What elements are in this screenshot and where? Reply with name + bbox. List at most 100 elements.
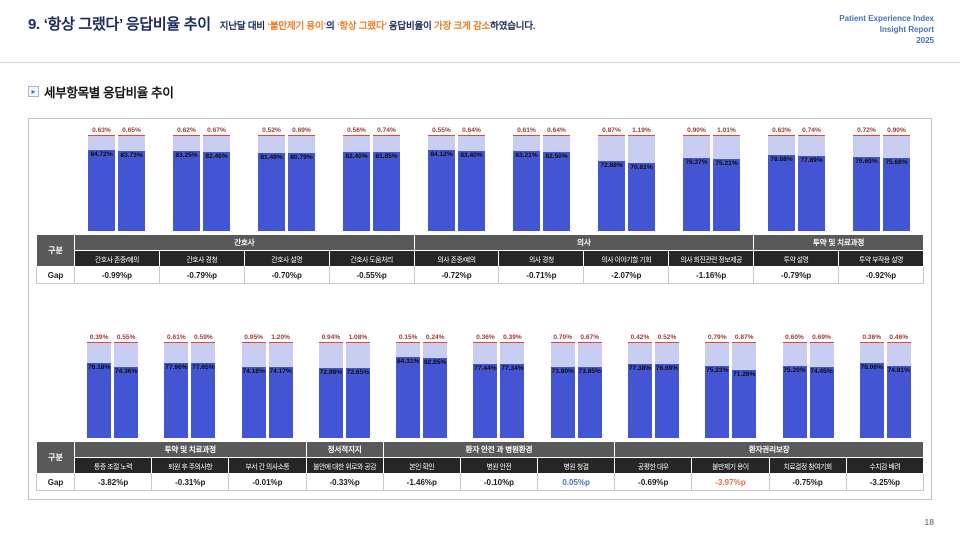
bar-value-label: 74.17%: [269, 367, 292, 375]
bar-value-label: 70.81%: [630, 164, 653, 172]
subtitle-segment: 가장 크게 감소: [434, 21, 491, 32]
bar-cap-segment: [654, 342, 679, 343]
stacked-bar: 0.52% 81.49%: [258, 127, 285, 231]
bar-cap-segment: [345, 342, 370, 344]
item-header-row: 통증 조절 노력 퇴원 후 주의사항 부서 간 의사소통 불안에 대한 위로와 공감 본…: [37, 457, 925, 474]
bar-value-label: 83.73%: [120, 151, 143, 159]
bar-main-segment: [345, 368, 370, 438]
gap-value: -0.55%p: [328, 266, 415, 284]
section-title: 세부항목별 응답비율 추이: [44, 86, 174, 100]
stacked-bar: 0.42% 77.38%: [627, 334, 652, 438]
stacked-bar: 0.36% 77.44%: [473, 334, 498, 438]
detail-charts-panel: 0.63% 84.72% 0.65% 83.73% 0.62% 83.25% 0.67% 82…: [28, 118, 932, 500]
bar-column: 72.88%: [598, 135, 625, 231]
bar-value-label: 82.50%: [545, 152, 568, 160]
bar-main-segment: [343, 151, 370, 231]
stacked-bar: 0.61% 77.96%: [164, 334, 189, 438]
table-item-header: 투약 부작용 설명: [838, 250, 924, 267]
bar-value-label: 83.21%: [515, 152, 538, 160]
section-header: ▸ 세부항목별 응답비율 추이: [28, 82, 174, 101]
bar-cap-label: 0.52%: [657, 334, 677, 341]
bar-value-label: 77.96%: [165, 364, 188, 372]
bar-cap-segment: [683, 135, 710, 136]
header: 9. ‘항상 그랬다’ 응답비율 추이 지난달 대비 ‘불만제기 용이’의 ‘항…: [28, 13, 934, 46]
bar-value-label: 77.89%: [800, 157, 823, 165]
bar-column: 76.69%: [654, 342, 679, 438]
bar-cap-label: 0.15%: [398, 334, 418, 341]
bar-column: 84.31%: [396, 342, 421, 438]
stacked-bar: 1.19% 70.81%: [628, 127, 655, 231]
bar-cap-label: 0.36%: [476, 334, 495, 341]
bar-column: 81.85%: [373, 135, 400, 231]
bar-cap-label: 0.72%: [857, 127, 876, 134]
table-group-header: 의사: [413, 234, 755, 251]
bar-column: 75.68%: [883, 135, 910, 231]
stacked-bar: 0.64% 82.50%: [543, 127, 570, 231]
chart-group: 0.63% 78.68% 0.74% 77.89%: [754, 127, 839, 231]
bar-cap-segment: [288, 135, 315, 136]
bar-cap-segment: [87, 342, 112, 343]
bar-cap-label: 0.64%: [547, 127, 566, 134]
bar-value-label: 73.85%: [578, 368, 601, 376]
stacked-bar: 0.74% 77.89%: [798, 127, 825, 231]
bar-value-label: 84.72%: [90, 150, 113, 158]
stacked-bar: 0.39% 77.34%: [500, 334, 525, 438]
bar-cap-segment: [809, 342, 834, 343]
bar-cap-label: 0.59%: [194, 334, 213, 341]
stacked-bar: 1.01% 75.21%: [713, 127, 740, 231]
table-group-header: 투약 및 치료과정: [753, 234, 924, 251]
gap-value: -0.72%p: [413, 266, 500, 284]
bar-main-segment: [396, 357, 421, 438]
chart-group: 0.15% 84.31% 0.24% 82.85%: [383, 334, 460, 438]
stacked-bar: 0.64% 83.40%: [458, 127, 485, 231]
bar-main-segment: [683, 157, 710, 231]
bar-value-label: 77.65%: [192, 364, 215, 372]
chart-group: 0.55% 84.12% 0.64% 83.40%: [414, 127, 499, 231]
chart-group: 0.62% 83.25% 0.67% 82.46%: [159, 127, 244, 231]
gap-table: 구분 투약 및 치료과정 정서적지지 환자 안전 과 병원환경 환자권리보장 통증 조절 …: [36, 441, 925, 491]
table-item-header: 불만제기 용이: [691, 457, 770, 474]
chart-group: 0.72% 76.60% 0.90% 75.68%: [839, 127, 924, 231]
stacked-bar: 0.62% 83.25%: [173, 127, 200, 231]
bar-column: 82.85%: [423, 342, 448, 438]
bar-main-segment: [513, 151, 540, 231]
stacked-bar: 0.69% 80.79%: [288, 127, 315, 231]
table-item-header: 투약 설명: [753, 250, 840, 267]
stacked-bar: 0.63% 78.68%: [768, 127, 795, 231]
bar-main-segment: [118, 150, 145, 231]
bar-main-segment: [883, 158, 910, 231]
bar-cap-segment: [396, 342, 421, 343]
gap-value: -1.16%p: [668, 266, 755, 284]
bar-column: 76.60%: [853, 135, 880, 231]
stacked-bar: 0.56% 82.40%: [343, 127, 370, 231]
table-item-header: 퇴원 후 주의사항: [151, 457, 230, 474]
bar-main-segment: [114, 366, 139, 438]
stacked-bar: 0.46% 74.81%: [886, 334, 911, 438]
stacked-bar: 0.95% 74.18%: [241, 334, 266, 438]
stacked-bar: 0.59% 77.65%: [191, 334, 216, 438]
chart-group: 0.39% 78.18% 0.55% 74.36%: [74, 334, 151, 438]
gap-value: -3.82%p: [73, 473, 153, 491]
bar-cap-segment: [318, 342, 343, 343]
bar-value-label: 78.68%: [770, 156, 793, 164]
bar-main-segment: [458, 150, 485, 231]
bar-column: 74.45%: [809, 342, 834, 438]
bar-main-segment: [768, 155, 795, 231]
bar-cap-segment: [782, 342, 807, 343]
bar-value-label: 74.36%: [114, 367, 138, 375]
bar-cap-label: 0.39%: [503, 334, 522, 341]
chart-group: 0.36% 78.06% 0.46% 74.81%: [847, 334, 924, 438]
bar-main-segment: [428, 150, 455, 231]
page-subtitle: 지난달 대비 ‘불만제기 용이’의 ‘항상 그랬다’ 응답비율이 가장 크게 감…: [220, 18, 536, 32]
chart-group: 0.61% 83.21% 0.64% 82.50%: [499, 127, 584, 231]
bar-main-segment: [543, 151, 570, 231]
bar-cap-segment: [543, 135, 570, 136]
stacked-bar: 0.52% 76.69%: [654, 334, 679, 438]
bar-column: 78.18%: [87, 342, 112, 438]
bar-cap-segment: [628, 135, 655, 137]
bar-column: 81.49%: [258, 135, 285, 231]
bar-main-segment: [628, 163, 655, 231]
stacked-bar: 0.65% 83.73%: [118, 127, 145, 231]
bar-main-segment: [500, 363, 525, 438]
